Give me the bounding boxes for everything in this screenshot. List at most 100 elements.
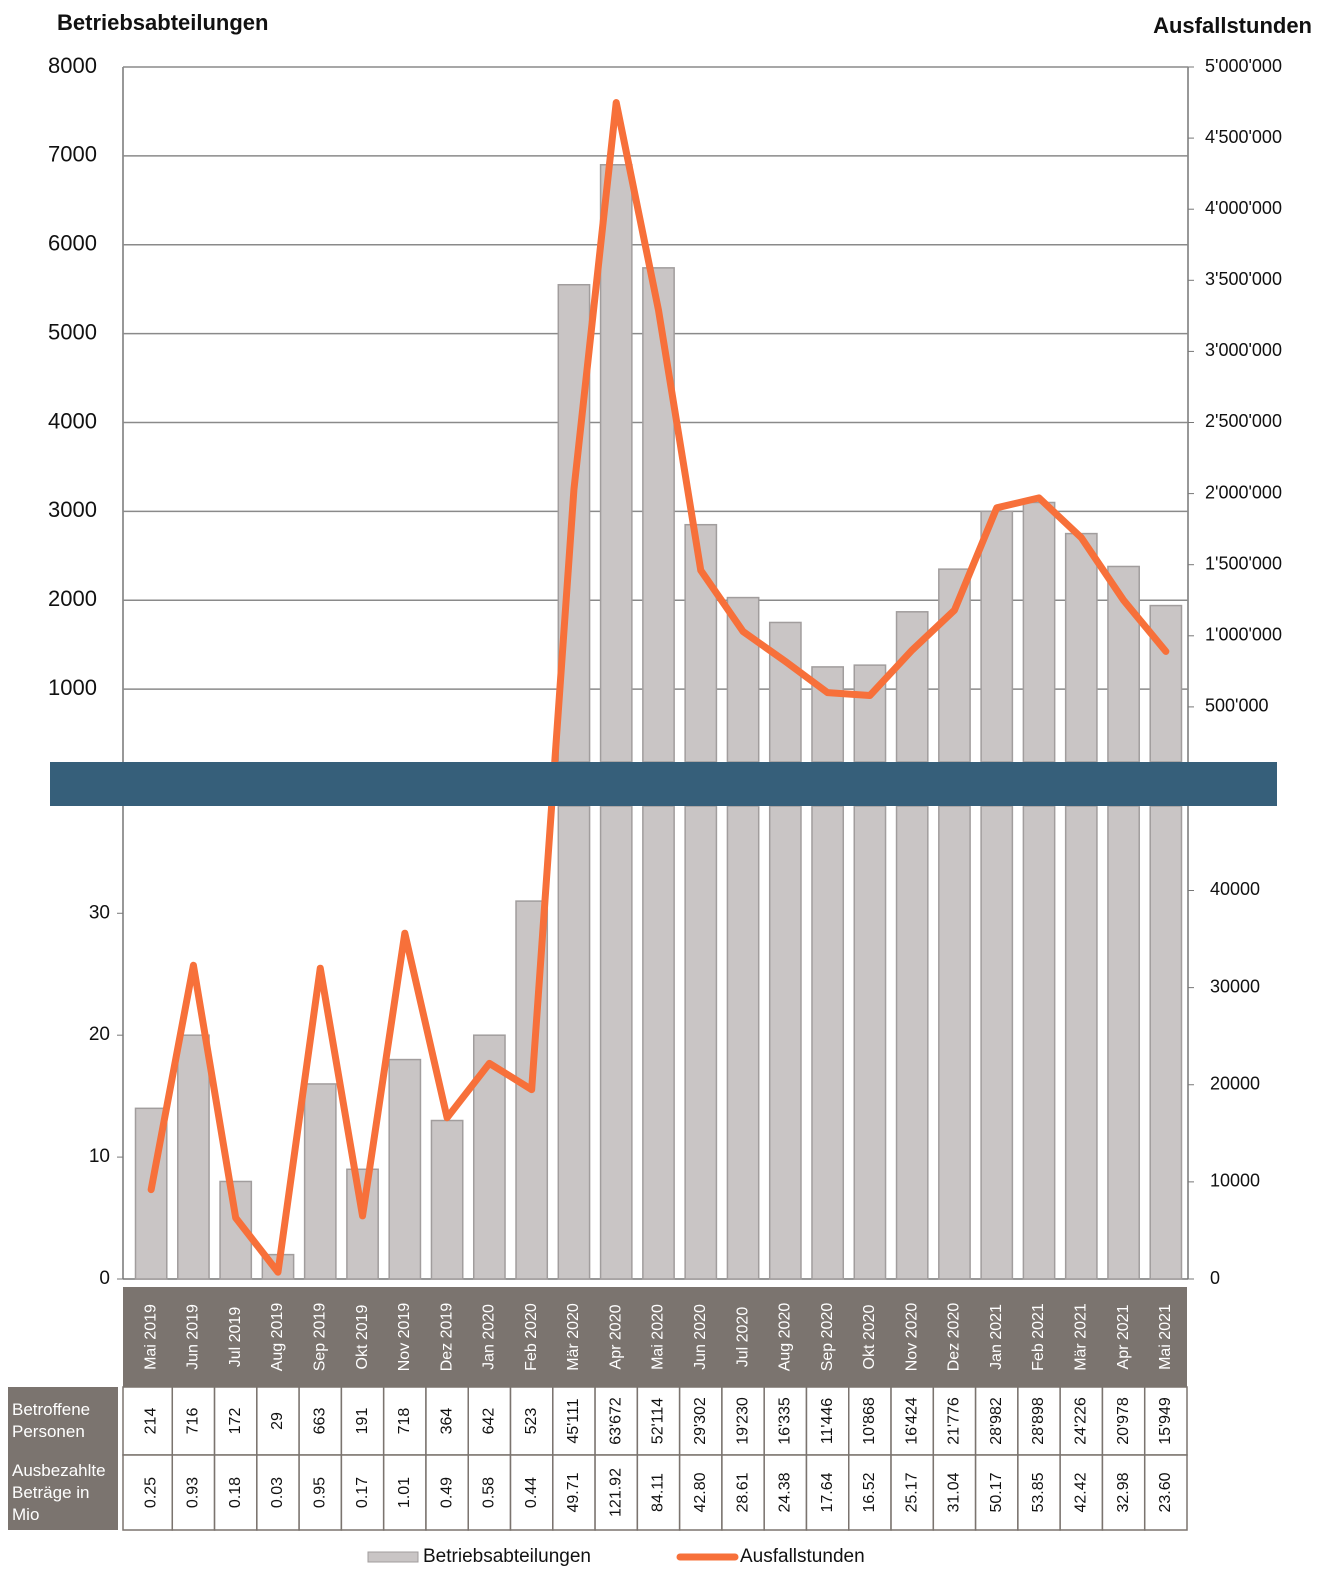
table-cell	[1059, 1386, 1104, 1456]
table-value: 17.64	[819, 1472, 836, 1512]
table-value: 84.11	[650, 1473, 667, 1512]
x-tick-label: Nov 2020	[903, 1303, 920, 1372]
table-cell	[890, 1454, 935, 1531]
table-value: 28'898	[1030, 1397, 1047, 1445]
table-value: 121.92	[607, 1468, 624, 1517]
bar	[768, 805, 802, 1280]
bar	[1064, 532, 1098, 763]
bar	[938, 568, 971, 763]
table-value: 21'776	[946, 1397, 963, 1445]
x-tick-label: Apr 2021	[1115, 1304, 1132, 1369]
bar	[853, 805, 887, 1280]
table-value: 28.61	[734, 1472, 751, 1512]
x-tick-label: Dez 2019	[438, 1303, 455, 1372]
bar	[430, 1119, 464, 1280]
table-cell	[594, 1386, 639, 1456]
table-value: 25.17	[903, 1472, 920, 1512]
table-cell	[678, 1454, 723, 1531]
table-cell	[122, 1454, 174, 1531]
bar	[557, 805, 591, 1280]
y2-tick-label: 10000	[1210, 1171, 1260, 1191]
x-tick-label: Sep 2020	[819, 1303, 836, 1372]
bar	[768, 621, 802, 763]
x-tick-label: Okt 2019	[354, 1304, 371, 1369]
table-value: 49.71	[565, 1472, 582, 1512]
table-value: 16.52	[861, 1472, 878, 1512]
table-cell	[974, 1454, 1019, 1531]
table-cell	[256, 1454, 300, 1531]
x-tick-label: Aug 2019	[269, 1303, 286, 1372]
bar	[938, 805, 971, 1280]
table-value: 45'111	[565, 1398, 582, 1443]
table-cell	[974, 1386, 1019, 1456]
y2-tick-label: 4'500'000	[1205, 127, 1282, 147]
x-tick-label: Jul 2020	[734, 1307, 751, 1368]
y2-tick-label: 5'000'000	[1205, 56, 1282, 76]
y-tick-label: 1000	[48, 675, 97, 700]
table-value: 0.44	[523, 1477, 540, 1508]
table-value: 19'230	[734, 1397, 751, 1445]
table-cell	[298, 1386, 343, 1456]
table-cell	[1017, 1454, 1061, 1531]
y2-tick-label: 3'500'000	[1205, 269, 1282, 289]
x-tick-label: Jun 2020	[692, 1304, 709, 1370]
y2-tick-label: 1'000'000	[1205, 625, 1282, 645]
table-value: 0.03	[269, 1477, 286, 1508]
y-axis-title: Betriebsabteilungen	[57, 10, 268, 35]
axis-break	[50, 762, 1277, 806]
x-tick-label: Apr 2020	[607, 1304, 624, 1369]
y-tick-label: 4000	[48, 408, 97, 433]
table-value: 1.01	[396, 1477, 413, 1508]
table-cell	[848, 1454, 892, 1531]
table-value: 523	[523, 1408, 540, 1435]
table-value: 0.49	[438, 1477, 455, 1508]
table-value: 63'672	[607, 1397, 624, 1445]
x-tick-label: Jan 2020	[481, 1304, 498, 1370]
table-value: 52'114	[650, 1398, 667, 1444]
y2-tick-label: 2'500'000	[1205, 411, 1282, 431]
table-value: 24.38	[777, 1472, 794, 1512]
x-tick-label: Mai 2020	[650, 1304, 667, 1370]
table-value: 172	[227, 1408, 244, 1435]
x-tick-label: Aug 2020	[777, 1303, 794, 1372]
bar	[346, 1168, 379, 1280]
legend-label: Betriebsabteilungen	[423, 1546, 591, 1567]
table-value: 50.17	[988, 1472, 1005, 1512]
x-tick-label: Nov 2019	[396, 1303, 413, 1372]
y-tick-label: 6000	[48, 231, 97, 256]
table-value: 0.58	[481, 1477, 498, 1508]
table-cell	[425, 1386, 469, 1456]
y-tick-label: 3000	[48, 497, 97, 522]
table-cell	[805, 1386, 850, 1456]
x-tick-label: Jan 2021	[988, 1304, 1005, 1370]
row-label: Ausbezahlte Beträge in Mio	[8, 1455, 118, 1530]
table-value: 11'446	[819, 1398, 836, 1444]
table-value: 23.60	[1157, 1472, 1174, 1512]
table-value: 0.95	[311, 1477, 328, 1508]
row-label: Betroffene Personen	[8, 1387, 118, 1455]
table-value: 42.42	[1073, 1472, 1090, 1512]
bar	[1022, 501, 1056, 763]
x-tick-label: Mai 2019	[142, 1304, 159, 1370]
y2-tick-label: 2'000'000	[1205, 482, 1282, 502]
bar	[726, 805, 760, 1280]
table-value: 29'302	[692, 1397, 709, 1445]
table-value: 16'335	[777, 1397, 794, 1445]
bar	[1107, 805, 1140, 1280]
bar	[895, 611, 929, 763]
table-value: 29	[269, 1412, 286, 1430]
table-cell	[1059, 1454, 1104, 1531]
y-tick-label: 8000	[48, 53, 97, 78]
table-value: 31.04	[946, 1472, 963, 1512]
table-value: 718	[396, 1408, 413, 1435]
table-cell	[509, 1454, 554, 1531]
bar	[684, 805, 718, 1280]
table-value: 16'424	[903, 1397, 920, 1445]
bar	[980, 805, 1014, 1280]
x-tick-label: Mai 2021	[1157, 1304, 1174, 1370]
bar	[642, 267, 675, 763]
bar	[388, 1058, 422, 1280]
table-cell	[552, 1454, 596, 1531]
y-tick-label: 5000	[48, 319, 97, 344]
